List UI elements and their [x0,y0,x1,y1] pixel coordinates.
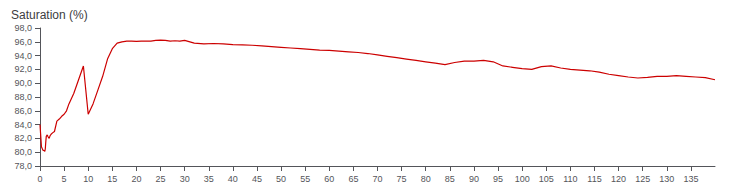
svg-text:35: 35 [204,174,214,184]
svg-text:125: 125 [635,174,650,184]
svg-text:30: 30 [180,174,190,184]
svg-text:5: 5 [62,174,67,184]
svg-text:80: 80 [421,174,431,184]
svg-text:40: 40 [228,174,238,184]
svg-text:88,0: 88,0 [14,92,32,102]
svg-text:84,0: 84,0 [14,120,32,130]
svg-text:120: 120 [611,174,626,184]
svg-text:15: 15 [107,174,117,184]
svg-text:115: 115 [587,174,601,184]
svg-text:110: 110 [563,174,577,184]
svg-text:82,0: 82,0 [14,133,32,143]
svg-text:65: 65 [348,174,358,184]
svg-text:50: 50 [276,174,286,184]
svg-text:Saturation (%): Saturation (%) [11,8,88,22]
svg-text:10: 10 [83,174,93,184]
svg-text:90: 90 [469,174,479,184]
svg-text:94,0: 94,0 [14,51,32,61]
svg-text:75: 75 [397,174,407,184]
svg-text:86,0: 86,0 [14,106,32,116]
svg-text:60: 60 [324,174,334,184]
svg-text:98,0: 98,0 [14,23,32,33]
svg-text:130: 130 [659,174,674,184]
svg-text:85: 85 [445,174,455,184]
svg-text:90,0: 90,0 [14,78,32,88]
svg-text:20: 20 [131,174,141,184]
svg-text:0: 0 [37,174,42,184]
svg-text:135: 135 [683,174,698,184]
svg-text:80,0: 80,0 [14,147,32,157]
svg-text:25: 25 [156,174,166,184]
svg-text:96,0: 96,0 [14,37,32,47]
svg-text:45: 45 [252,174,262,184]
svg-text:70: 70 [372,174,382,184]
svg-text:105: 105 [539,174,554,184]
svg-text:92,0: 92,0 [14,64,32,74]
svg-text:95: 95 [493,174,503,184]
svg-text:55: 55 [300,174,310,184]
svg-text:78,0: 78,0 [14,161,32,171]
svg-text:100: 100 [515,174,530,184]
